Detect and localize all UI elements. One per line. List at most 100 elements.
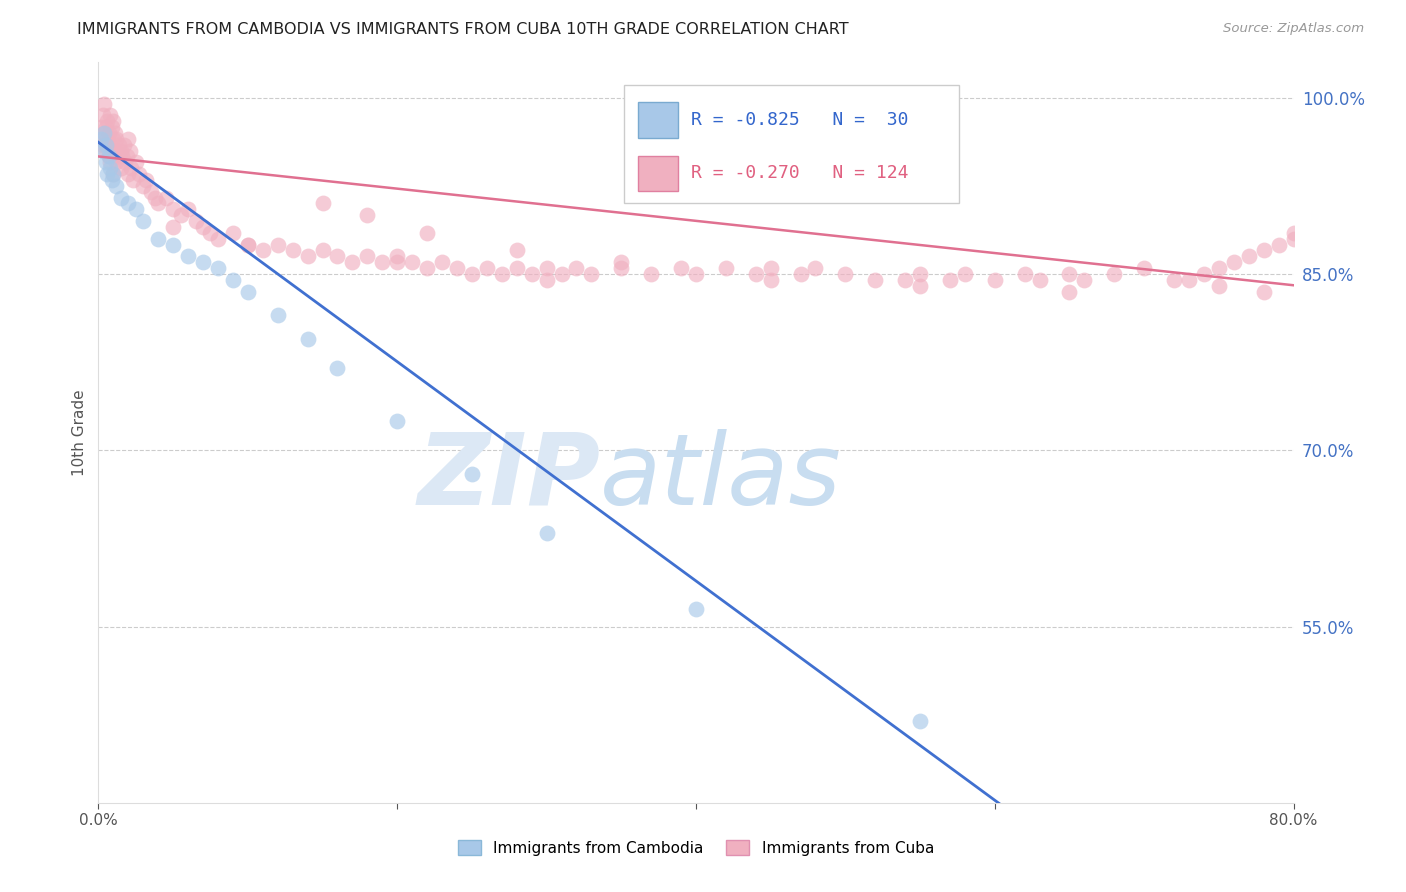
Point	[326, 361, 349, 376]
Point	[894, 273, 917, 287]
Point	[640, 267, 662, 281]
Point	[101, 173, 124, 187]
Point	[94, 132, 117, 146]
Point	[1028, 273, 1050, 287]
Point	[117, 132, 139, 146]
Point	[416, 226, 439, 240]
Point	[953, 267, 976, 281]
Point	[506, 261, 529, 276]
Point	[93, 126, 115, 140]
Point	[125, 155, 148, 169]
Point	[162, 202, 184, 217]
Point	[91, 144, 114, 158]
Point	[475, 261, 498, 276]
Point	[177, 202, 200, 217]
Point	[685, 602, 707, 616]
Point	[1014, 267, 1036, 281]
Point	[267, 308, 290, 322]
Point	[281, 244, 304, 258]
Point	[91, 137, 114, 152]
Point	[610, 255, 633, 269]
Point	[96, 132, 118, 146]
Point	[297, 332, 319, 346]
Point	[125, 202, 148, 217]
Point	[222, 226, 245, 240]
Point	[132, 214, 155, 228]
Point	[207, 261, 229, 276]
Y-axis label: 10th Grade: 10th Grade	[72, 389, 87, 476]
Point	[536, 273, 558, 287]
Text: IMMIGRANTS FROM CAMBODIA VS IMMIGRANTS FROM CUBA 10TH GRADE CORRELATION CHART: IMMIGRANTS FROM CAMBODIA VS IMMIGRANTS F…	[77, 22, 849, 37]
Point	[108, 137, 131, 152]
Point	[326, 249, 349, 263]
Point	[789, 267, 811, 281]
Point	[311, 244, 333, 258]
Point	[97, 149, 120, 163]
Point	[1133, 261, 1156, 276]
Point	[110, 191, 132, 205]
Point	[94, 137, 117, 152]
Point	[139, 185, 162, 199]
Point	[1253, 285, 1275, 299]
Point	[685, 267, 707, 281]
Point	[908, 278, 931, 293]
Point	[101, 120, 124, 134]
Point	[461, 267, 484, 281]
Point	[1163, 273, 1185, 287]
Point	[114, 155, 136, 169]
Point	[148, 196, 170, 211]
Point	[356, 208, 378, 222]
Point	[96, 114, 118, 128]
Point	[1059, 285, 1081, 299]
Point	[1059, 267, 1081, 281]
Point	[520, 267, 543, 281]
Point	[1178, 273, 1201, 287]
Point	[236, 237, 259, 252]
Point	[98, 108, 122, 122]
Point	[356, 249, 378, 263]
Point	[550, 267, 572, 281]
Point	[191, 219, 214, 234]
Point	[184, 214, 207, 228]
Point	[536, 525, 558, 540]
Point	[297, 249, 319, 263]
Point	[1282, 232, 1305, 246]
Point	[416, 261, 439, 276]
Point	[96, 167, 118, 181]
Point	[162, 219, 184, 234]
Point	[834, 267, 856, 281]
Point	[112, 137, 135, 152]
Point	[97, 149, 120, 163]
Point	[105, 178, 128, 193]
Point	[128, 167, 150, 181]
Point	[865, 273, 887, 287]
Point	[385, 414, 409, 428]
Point	[714, 261, 737, 276]
Point	[103, 167, 125, 181]
Point	[745, 267, 768, 281]
Point	[491, 267, 513, 281]
Point	[200, 226, 222, 240]
Point	[110, 161, 132, 176]
Point	[371, 255, 394, 269]
Point	[669, 261, 692, 276]
Point	[120, 161, 142, 176]
Point	[267, 237, 290, 252]
Point	[103, 167, 125, 181]
Point	[90, 120, 112, 134]
Point	[91, 108, 114, 122]
Point	[177, 249, 200, 263]
Point	[236, 237, 259, 252]
Point	[401, 255, 423, 269]
Point	[1267, 237, 1289, 252]
Point	[984, 273, 1007, 287]
Point	[94, 155, 117, 169]
Point	[191, 255, 214, 269]
Point	[107, 144, 129, 158]
Point	[169, 208, 191, 222]
Point	[111, 149, 134, 163]
Point	[385, 255, 409, 269]
Point	[610, 261, 633, 276]
Point	[1192, 267, 1215, 281]
Point	[121, 173, 143, 187]
